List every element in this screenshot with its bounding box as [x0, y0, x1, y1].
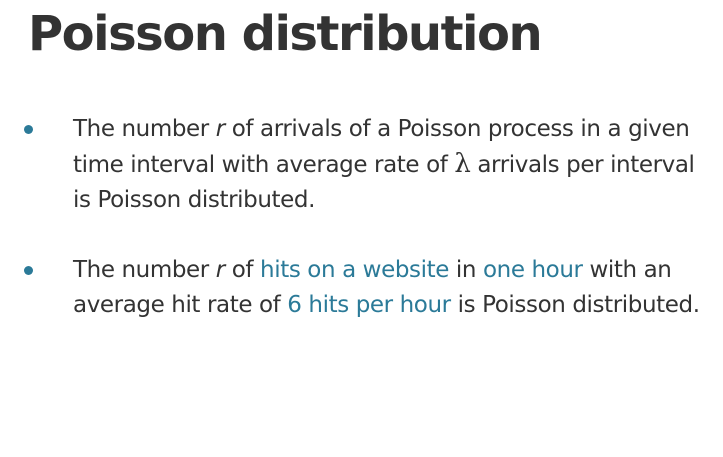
bullet-list: The number r of arrivals of a Poisson pr…	[0, 112, 723, 323]
lambda-symbol: λ	[454, 149, 471, 179]
bullet-text: arrivals per interval is Poisson distrib…	[73, 152, 695, 213]
bullet-item-poisson-process: The number r of arrivals of a Poisson pr…	[0, 112, 723, 218]
variable-r: r	[215, 116, 225, 142]
bullet-dot-icon	[24, 125, 33, 134]
variable-r: r	[215, 257, 225, 283]
highlight-rate: 6 hits per hour	[287, 292, 451, 318]
bullet-text: of	[224, 257, 261, 283]
highlight-one-hour: one hour	[482, 257, 583, 283]
bullet-dot-icon	[24, 266, 33, 275]
bullet-text: The number	[73, 257, 216, 283]
bullet-text: is Poisson distributed.	[450, 292, 700, 318]
bullet-text: The number	[73, 116, 216, 142]
bullet-text: of arrivals of a Poisson process in a gi…	[73, 116, 690, 178]
bullet-text: in	[448, 257, 483, 283]
slide-title: Poisson distribution	[28, 6, 543, 62]
bullet-item-website-hits: The number r of hits on a website in one…	[0, 253, 723, 323]
bullet-text: with an average hit rate of	[73, 257, 672, 318]
highlight-hits: hits on a website	[260, 257, 449, 283]
